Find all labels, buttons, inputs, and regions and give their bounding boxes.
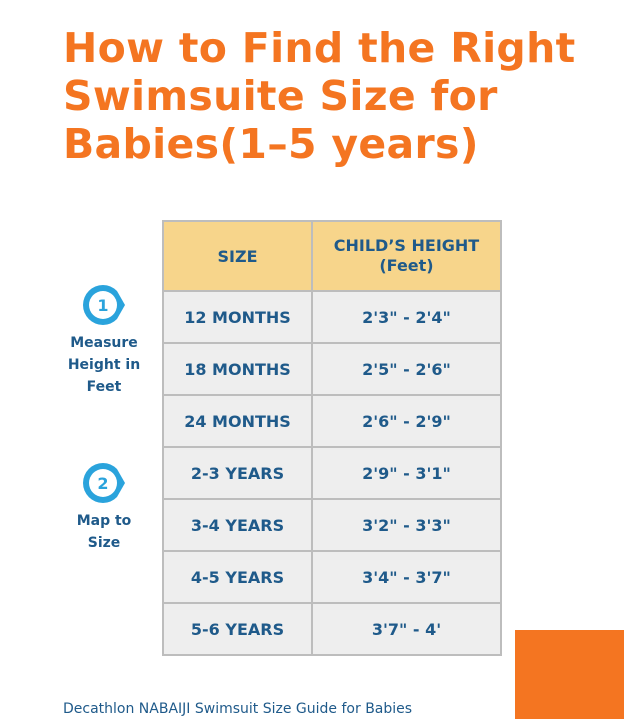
table-row: 24 MONTHS 2'6" - 2'9"	[162, 394, 502, 448]
step: 2 Map to Size	[58, 462, 150, 554]
table-cell: 3-4 YEARS	[162, 498, 313, 552]
table-cell: 3'4" - 3'7"	[311, 550, 502, 604]
table-cell: 2'9" - 3'1"	[311, 446, 502, 500]
table-row: 3-4 YEARS 3'2" - 3'3"	[162, 498, 502, 552]
table-cell: 3'2" - 3'3"	[311, 498, 502, 552]
table-cell: 3'7" - 4'	[311, 602, 502, 656]
table-cell: 12 MONTHS	[162, 290, 313, 344]
step-number: 1	[97, 296, 108, 315]
title-line: How to Find the Right	[63, 24, 576, 72]
step-icon: 1	[83, 285, 125, 325]
table-row: 4-5 YEARS 3'4" - 3'7"	[162, 550, 502, 604]
step: 1 Measure Height in Feet	[58, 284, 150, 398]
table-row: 5-6 YEARS 3'7" - 4'	[162, 602, 502, 656]
table-row: 18 MONTHS 2'5" - 2'6"	[162, 342, 502, 396]
table-cell: 2'3" - 2'4"	[311, 290, 502, 344]
table-cell: 18 MONTHS	[162, 342, 313, 396]
step-label: Map to Size	[76, 513, 132, 551]
table-row: 2-3 YEARS 2'9" - 3'1"	[162, 446, 502, 500]
table-cell: 5-6 YEARS	[162, 602, 313, 656]
title-line: Swimsuite Size for	[63, 72, 498, 120]
caption: Decathlon NABAIJI Swimsuit Size Guide fo…	[63, 701, 413, 717]
size-table: SIZE CHILD’S HEIGHT (Feet) 12 MONTHS 2'3"…	[162, 220, 502, 656]
step-icon: 2	[83, 463, 125, 503]
table-cell: 24 MONTHS	[162, 394, 313, 448]
table-cell: 2-3 YEARS	[162, 446, 313, 500]
column-header: CHILD’S HEIGHT (Feet)	[311, 220, 502, 292]
step-label: Measure Height in Feet	[67, 335, 141, 395]
decor-box	[515, 630, 624, 719]
table-cell: 2'5" - 2'6"	[311, 342, 502, 396]
column-header: SIZE	[162, 220, 313, 292]
step-number: 2	[97, 474, 108, 493]
title-line: Babies(1–5 years)	[63, 120, 479, 168]
table-row: 12 MONTHS 2'3" - 2'4"	[162, 290, 502, 344]
title: How to Find the Right Swimsuite Size for B…	[63, 24, 575, 168]
table-cell: 4-5 YEARS	[162, 550, 313, 604]
table-cell: 2'6" - 2'9"	[311, 394, 502, 448]
